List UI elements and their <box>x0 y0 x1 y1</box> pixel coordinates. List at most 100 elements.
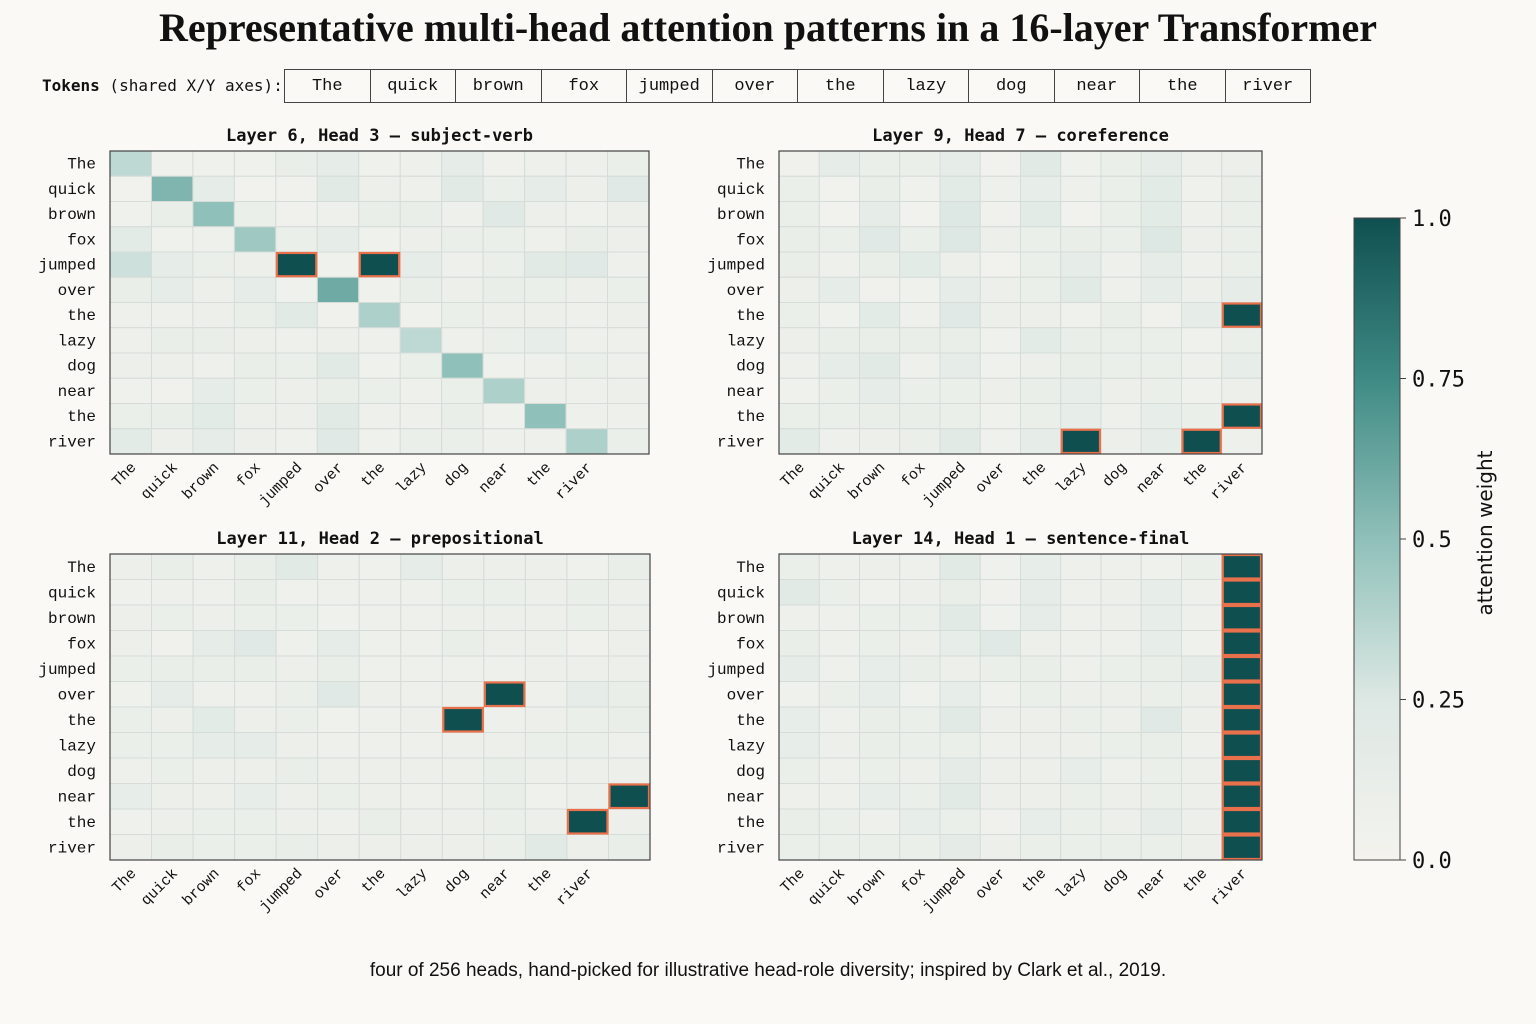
heatmap-cell <box>524 327 567 354</box>
heatmap-cell <box>1100 175 1142 202</box>
heatmap-cell <box>818 706 860 733</box>
x-tick-label: quick <box>805 866 849 910</box>
heatmap-cell <box>483 783 526 810</box>
heatmap-cell <box>1020 428 1062 455</box>
heatmap-cell <box>1221 579 1263 606</box>
heatmap-cell <box>233 377 277 404</box>
heatmap-cell <box>859 175 901 202</box>
heatmap-cell <box>818 276 860 303</box>
heatmap-cell <box>939 251 981 278</box>
heatmap-cell <box>1060 201 1102 228</box>
heatmap-cell <box>979 175 1021 202</box>
heatmap-cell <box>441 175 484 202</box>
heatmap-cell <box>150 150 194 177</box>
heatmap-cell <box>566 808 609 835</box>
heatmap-cell <box>275 630 319 657</box>
y-tick-label: jumped <box>707 257 765 275</box>
y-tick-label: quick <box>48 181 96 199</box>
x-tick-label: over <box>310 460 347 497</box>
heatmap-cell <box>818 428 860 455</box>
heatmap-cell <box>1221 553 1263 580</box>
x-tick-label: over <box>972 460 1009 497</box>
heatmap-cell <box>899 706 941 733</box>
heatmap-cell <box>524 226 567 253</box>
heatmap-cell <box>399 150 443 177</box>
heatmap-cell <box>778 201 820 228</box>
heatmap-cell <box>524 579 568 606</box>
heatmap-cell <box>565 302 609 329</box>
heatmap-cell <box>109 327 152 354</box>
y-tick-label: the <box>736 408 765 426</box>
heatmap-cell <box>150 226 194 253</box>
heatmap-cell <box>1020 681 1062 708</box>
heatmap-cell <box>234 553 277 580</box>
heatmap-cell <box>859 377 901 404</box>
heatmap-cell <box>899 150 941 177</box>
heatmap-cell <box>1221 377 1263 404</box>
heatmap-cell <box>1020 150 1062 177</box>
heatmap-cell <box>979 553 1021 580</box>
heatmap-cell <box>234 834 277 861</box>
heatmap-cell <box>1100 604 1142 631</box>
heatmap-cell <box>109 403 152 430</box>
heatmap-cell <box>524 175 567 202</box>
heatmap-cell <box>399 302 443 329</box>
heatmap-cell <box>778 604 820 631</box>
heatmap-cell <box>275 553 319 580</box>
y-tick-label: fox <box>67 231 96 249</box>
heatmap-cell <box>778 757 820 784</box>
heatmap-cell <box>778 276 820 303</box>
heatmap-cell <box>358 834 402 861</box>
x-tick-label: jumped <box>256 460 306 510</box>
heatmap-cell <box>607 175 650 202</box>
heatmap-cell <box>899 251 941 278</box>
heatmap-cell <box>1140 783 1182 810</box>
heatmap-cell <box>1060 175 1102 202</box>
heatmap-cell <box>607 681 651 708</box>
heatmap-cell <box>316 251 360 278</box>
heatmap-cell <box>1100 681 1142 708</box>
heatmap-cell <box>192 377 235 404</box>
heatmap-cell <box>607 579 651 606</box>
heatmap-cell <box>939 302 981 329</box>
y-tick-label: river <box>717 433 765 451</box>
heatmap-cell <box>1181 681 1223 708</box>
heatmap-cell <box>778 226 820 253</box>
heatmap-cell <box>979 706 1021 733</box>
heatmap-cell <box>109 604 153 631</box>
heatmap-cell <box>979 834 1021 861</box>
heatmap-cell <box>316 276 360 303</box>
heatmap-cell <box>151 579 194 606</box>
token-cell: river <box>1242 76 1294 96</box>
heatmap-cell <box>400 630 443 657</box>
heatmap-cell <box>192 579 236 606</box>
heatmap-cell <box>1060 150 1102 177</box>
heatmap-cell <box>1181 808 1223 835</box>
panel-frame <box>778 553 1263 861</box>
heatmap-cell <box>1140 808 1182 835</box>
heatmap-cell <box>1020 302 1062 329</box>
heatmap-cell <box>1100 251 1142 278</box>
colorbar: 0.0 0.25 0.5 0.75 1.0 attention weight <box>1353 207 1497 874</box>
heatmap-cell <box>1020 553 1062 580</box>
heatmap-cell <box>979 276 1021 303</box>
heatmap-cell <box>482 327 526 354</box>
heatmap-cell <box>1060 579 1102 606</box>
colorbar-tick-label: 0.75 <box>1412 368 1465 393</box>
heatmap-cell <box>275 150 318 177</box>
heatmap-cell <box>275 428 318 455</box>
heatmap-cell <box>524 276 567 303</box>
heatmap-cell <box>979 150 1021 177</box>
heatmap-cell <box>939 175 981 202</box>
heatmap-cell <box>150 352 194 379</box>
heatmap-cell <box>1100 655 1142 682</box>
heatmap-cell <box>192 150 235 177</box>
heatmap-cell <box>859 834 901 861</box>
heatmap-cell <box>275 201 318 228</box>
heatmap-cell <box>316 377 360 404</box>
heatmap-cell <box>607 377 650 404</box>
heatmap-cell <box>192 604 236 631</box>
heatmap-cell <box>859 403 901 430</box>
heatmap-cell <box>482 276 526 303</box>
heatmap-cell <box>358 553 402 580</box>
